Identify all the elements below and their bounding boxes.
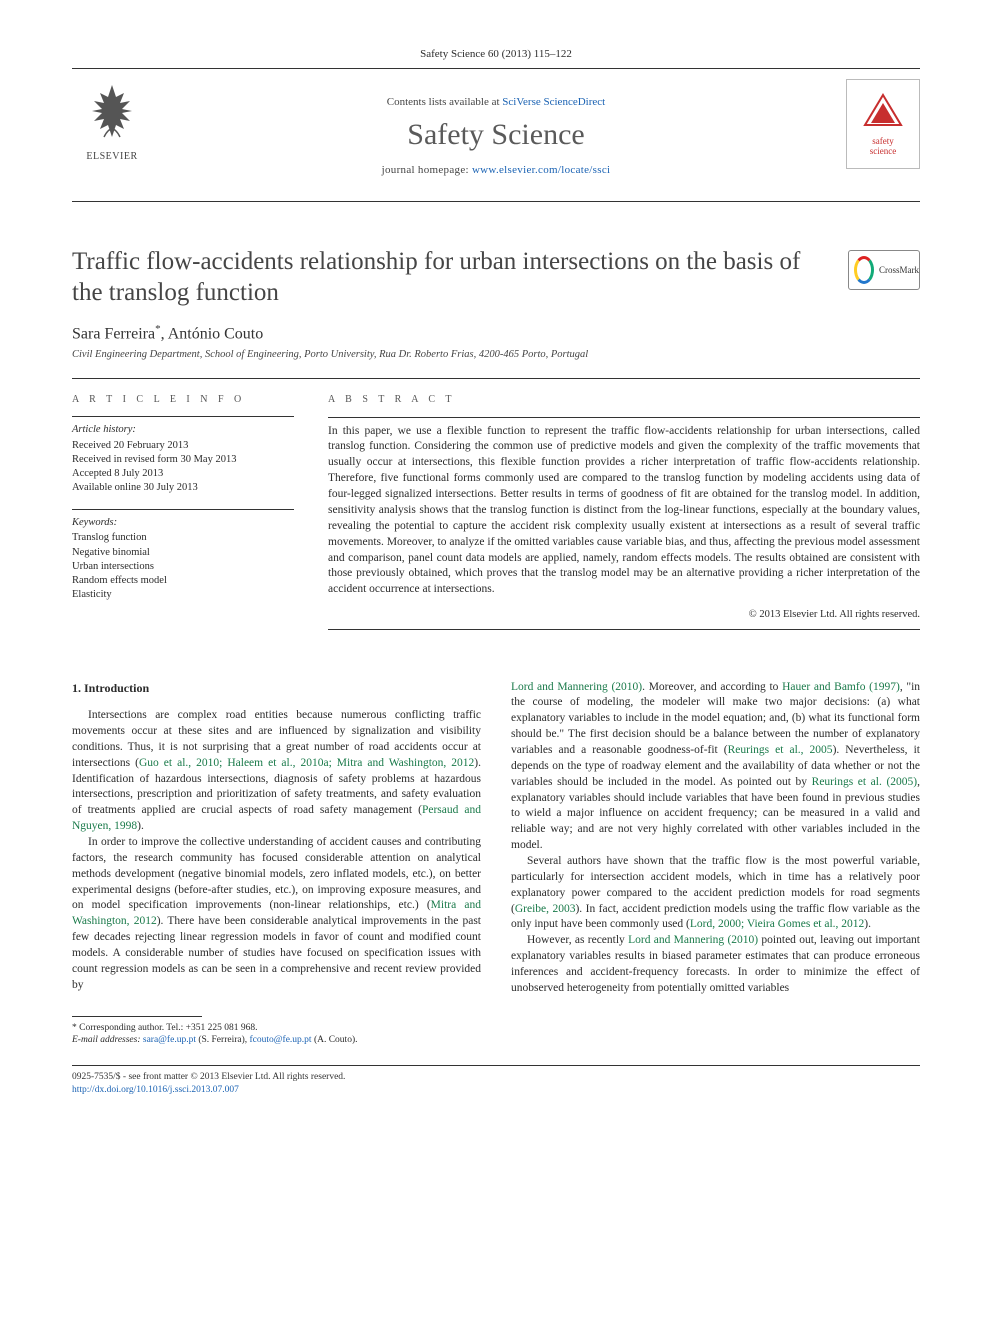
email-line: E-mail addresses: sara@fe.up.pt (S. Ferr… [72,1034,481,1047]
text-run: In order to improve the collective under… [72,836,481,911]
journal-cover-thumb: safety science [846,79,920,169]
author-sep: , [161,325,168,342]
info-divider-1 [72,416,294,417]
text-run: However, as recently [527,934,628,946]
keyword: Urban intersections [72,560,294,574]
para: Intersections are complex road entities … [72,708,481,835]
abstract-copyright: © 2013 Elsevier Ltd. All rights reserved… [328,608,920,622]
abstract-text: In this paper, we use a flexible functio… [328,424,920,598]
elsevier-tree-icon [80,79,144,143]
article-info-column: A R T I C L E I N F O Article history: R… [72,393,294,636]
history-accepted: Accepted 8 July 2013 [72,467,294,481]
article-title: Traffic flow-accidents relationship for … [72,246,830,309]
homepage-line: journal homepage: www.elsevier.com/locat… [72,164,920,176]
journal-masthead: ELSEVIER Contents lists available at Sci… [72,68,920,202]
citation-link[interactable]: Guo et al., 2010; Haleem et al., 2010a; … [139,757,474,769]
citation-link[interactable]: Lord, 2000; Vieira Gomes et al., 2012 [690,918,864,930]
contents-prefix: Contents lists available at [387,96,502,108]
issn-copyright-line: 0925-7535/$ - see front matter © 2013 El… [72,1071,920,1084]
section-heading-1: 1. Introduction [72,680,481,697]
author-2[interactable]: António Couto [168,325,264,342]
publisher-label: ELSEVIER [72,151,152,162]
history-online: Available online 30 July 2013 [72,481,294,495]
para: In order to improve the collective under… [72,835,481,994]
abstract-label: A B S T R A C T [328,393,920,407]
info-divider-2 [72,509,294,510]
abstract-divider-bottom [328,629,920,630]
history-label: Article history: [72,423,294,437]
affiliation: Civil Engineering Department, School of … [72,349,920,360]
history-revised: Received in revised form 30 May 2013 [72,453,294,467]
email-link[interactable]: fcouto@fe.up.pt [250,1035,312,1045]
abstract-divider [328,417,920,418]
homepage-prefix: journal homepage: [382,164,472,176]
citation-bar: Safety Science 60 (2013) 115–122 [72,48,920,60]
body-column-right: Lord and Mannering (2010). Moreover, and… [511,680,920,1048]
keyword: Random effects model [72,574,294,588]
citation-link[interactable]: Greibe, 2003 [515,903,576,915]
cover-line2: science [870,147,896,157]
keywords-list: Translog function Negative binomial Urba… [72,531,294,602]
footnote-rule [72,1016,202,1017]
footnotes: * Corresponding author. Tel.: +351 225 0… [72,1022,481,1048]
corresponding-author-note: * Corresponding author. Tel.: +351 225 0… [72,1022,481,1035]
contents-line: Contents lists available at SciVerse Sci… [72,96,920,108]
keyword: Translog function [72,531,294,545]
email-link[interactable]: sara@fe.up.pt [143,1035,196,1045]
body-column-left: 1. Introduction Intersections are comple… [72,680,481,1048]
rule-above-info [72,378,920,379]
text-run: ). [137,820,144,832]
para: Several authors have shown that the traf… [511,854,920,933]
citation-link[interactable]: Lord and Mannering (2010) [628,934,758,946]
journal-cover-icon [861,91,905,131]
publisher-logo-block: ELSEVIER [72,79,152,162]
citation-link[interactable]: Lord and Mannering (2010) [511,681,642,693]
citation-link[interactable]: Reurings et al., 2005 [728,744,833,756]
citation-link[interactable]: Reurings et al. (2005) [812,776,917,788]
homepage-url[interactable]: www.elsevier.com/locate/ssci [472,164,610,176]
keyword: Negative binomial [72,546,294,560]
article-info-label: A R T I C L E I N F O [72,393,294,407]
text-run: . Moreover, and according to [642,681,782,693]
sciencedirect-link[interactable]: SciVerse ScienceDirect [502,96,605,108]
doi-link[interactable]: http://dx.doi.org/10.1016/j.ssci.2013.07… [72,1085,239,1095]
journal-cover-text: safety science [870,137,896,157]
email-label: E-mail addresses: [72,1035,143,1045]
abstract-column: A B S T R A C T In this paper, we use a … [328,393,920,636]
email-who: (S. Ferreira), [196,1035,250,1045]
bottom-bar: 0925-7535/$ - see front matter © 2013 El… [72,1065,920,1097]
para: However, as recently Lord and Mannering … [511,933,920,996]
crossmark-badge[interactable]: CrossMark [848,250,920,290]
email-who: (A. Couto). [312,1035,358,1045]
history-received: Received 20 February 2013 [72,439,294,453]
journal-title: Safety Science [72,118,920,152]
citation-link[interactable]: Hauer and Bamfo (1997) [782,681,900,693]
para: Lord and Mannering (2010). Moreover, and… [511,680,920,854]
crossmark-icon [854,256,874,284]
crossmark-label: CrossMark [879,265,919,275]
body-columns: 1. Introduction Intersections are comple… [72,680,920,1048]
keywords-label: Keywords: [72,516,294,530]
keyword: Elasticity [72,588,294,602]
authors-line: Sara Ferreira*, António Couto [72,323,920,343]
text-run: ). [864,918,871,930]
author-1[interactable]: Sara Ferreira [72,325,155,342]
